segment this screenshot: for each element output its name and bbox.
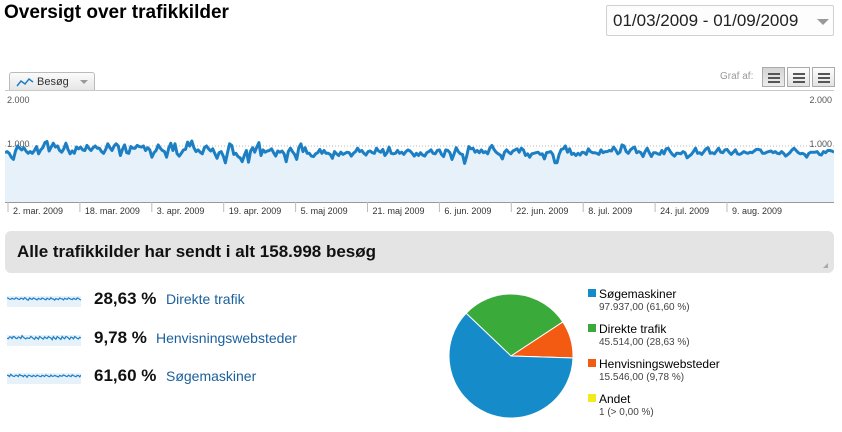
chevron-down-icon[interactable] [817,19,829,25]
metric-selector-tab[interactable]: Besøg [9,72,95,90]
series-area-fill [5,141,834,202]
date-range-picker[interactable]: 01/03/2009 - 01/09/2009 [606,5,834,36]
sparkline-referral [7,334,81,346]
sparkline-line [7,296,81,301]
y-tick-label-left: 1.000 [7,139,30,149]
x-tick-label: 5. maj 2009 [301,206,348,216]
legend-value: 15.546,00 (9,78 %) [599,372,685,383]
sparkline-fill [7,335,81,346]
x-tick-label: 24. jul. 2009 [660,206,709,216]
list-view-icon [818,73,830,75]
date-range-text: 01/03/2009 - 01/09/2009 [613,11,799,30]
x-tick-label: 9. aug. 2009 [732,206,782,216]
legend-value: 45.514,00 (28,63 %) [599,337,690,348]
x-tick-label: 6. jun. 2009 [444,206,491,216]
source-percent: 9,78 % [94,328,147,347]
graph-view-button[interactable] [762,67,785,87]
total-visits-text: Alle trafikkilder har sendt i alt 158.99… [17,242,377,261]
x-tick-label: 8. jul. 2009 [588,206,632,216]
dropdown-arrow-icon[interactable] [80,80,88,84]
legend-swatch [588,394,596,402]
legend-value: 1 (> 0,00 %) [599,407,654,418]
x-tick-label: 18. mar. 2009 [85,206,140,216]
sparkline-direct [7,296,81,307]
sparkline-fill [7,373,81,384]
sparkline-search [7,373,81,384]
sparkline-line [7,373,81,379]
legend-swatch [588,359,596,367]
table-view-icon [793,73,805,75]
legend-swatch [588,324,596,332]
sparkline-fill [7,296,81,307]
legend-value: 97.937,00 (61,60 %) [599,302,690,313]
graph-view-icon [768,73,780,75]
legend-name: Direkte trafik [599,322,667,336]
legend-name: Henvisningswebsteder [599,357,720,371]
visits-line-chart: 2.000 2.000 1.000 1.000 2. mar. 2009 18. mar.… [5,90,834,218]
corner-icon [823,263,828,268]
x-tick-label: 19. apr. 2009 [229,206,282,216]
line-chart-icon [16,77,34,87]
legend-name: Andet [599,392,631,406]
source-percent: 28,63 % [94,289,157,308]
pie-slice-direkte-trafik [465,293,564,357]
legend-name: Søgemaskiner [599,287,677,301]
x-tick-label: 3. apr. 2009 [157,206,205,216]
x-tick-label: 22. jun. 2009 [516,206,568,216]
total-visits-panel: Alle trafikkilder har sendt i alt 158.99… [5,231,834,273]
list-view-button[interactable] [812,67,835,87]
source-percent: 61,60 % [94,366,157,385]
graph-by-label: Graf af: [720,71,754,82]
x-tick-label: 2. mar. 2009 [13,206,63,216]
legend-swatch [588,289,596,297]
y-tick-label-right: 1.000 [809,139,832,149]
traffic-sources-pie-chart [448,293,574,419]
source-link-referral[interactable]: Henvisningswebsteder [156,330,297,346]
page-title: Oversigt over trafikkilder [4,2,229,23]
pie-slice-s-gemaskiner [448,312,574,419]
y-tick-label-right: 2.000 [809,95,832,105]
source-link-search[interactable]: Søgemaskiner [166,368,257,384]
metric-tab-label: Besøg [37,76,69,88]
x-tick-label: 21. maj 2009 [373,206,425,216]
series-line [5,139,834,165]
source-link-direct[interactable]: Direkte trafik [166,291,245,307]
table-view-button[interactable] [787,67,810,87]
y-tick-label-left: 2.000 [7,95,30,105]
sparkline-line [7,334,81,341]
